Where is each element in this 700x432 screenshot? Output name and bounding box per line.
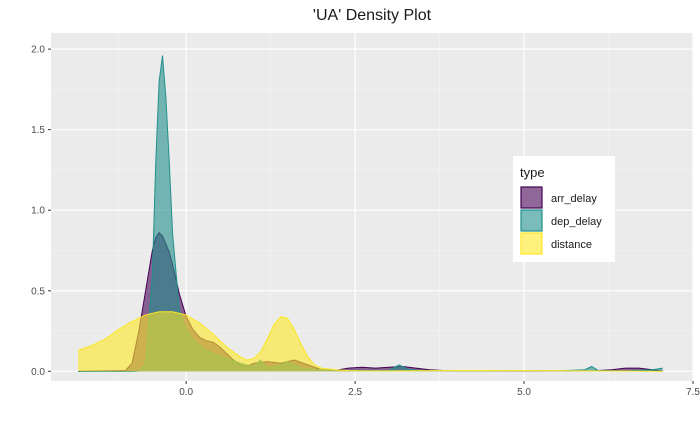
y-axis: 0.0 0.5 1.0 1.5 2.0 — [31, 45, 51, 378]
y-tick-label: 1.0 — [31, 206, 45, 217]
x-axis: 0.0 2.5 5.0 7.5 — [179, 381, 700, 398]
legend-key-arr-delay — [520, 186, 543, 209]
y-tick-label: 0.0 — [31, 367, 45, 378]
density-line-distance — [77, 311, 663, 372]
x-tick-label: 0.0 — [179, 387, 193, 398]
x-tick-label: 7.5 — [686, 387, 700, 398]
density-area-distance — [78, 311, 663, 372]
legend-label-arr-delay: arr_delay — [551, 193, 597, 205]
legend: type arr_delay dep_delay distance — [513, 156, 615, 262]
chart-title: 'UA' Density Plot — [313, 7, 432, 24]
legend-label-distance: distance — [551, 239, 592, 251]
legend-key-distance — [520, 232, 543, 255]
legend-label-dep-delay: dep_delay — [551, 216, 602, 228]
x-tick-label: 2.5 — [348, 387, 362, 398]
x-tick-label: 5.0 — [517, 387, 531, 398]
y-tick-label: 2.0 — [31, 45, 45, 56]
legend-key-dep-delay — [520, 209, 543, 232]
y-tick-label: 0.5 — [31, 286, 45, 297]
y-tick-label: 1.5 — [31, 125, 45, 136]
legend-title: type — [520, 165, 545, 180]
